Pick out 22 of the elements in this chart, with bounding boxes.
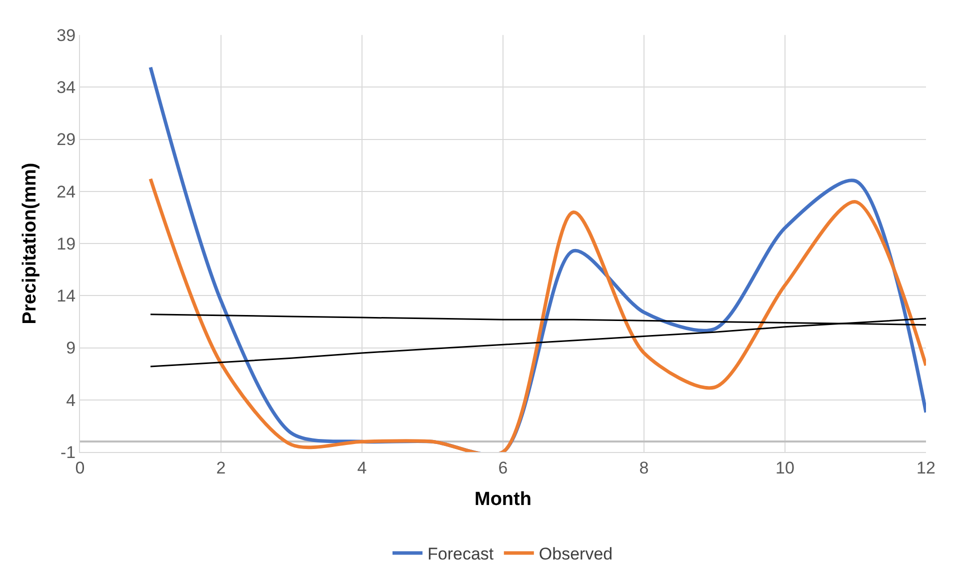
y-tick-label: 39 bbox=[56, 26, 76, 45]
x-tick-label: 10 bbox=[776, 458, 794, 478]
x-tick-label: 12 bbox=[916, 458, 936, 478]
y-tick-label: 34 bbox=[56, 78, 76, 98]
y-tick-label: 14 bbox=[56, 286, 76, 306]
y-tick-label: 4 bbox=[66, 390, 76, 410]
x-tick-label: 4 bbox=[357, 458, 367, 478]
x-tick-label: 6 bbox=[498, 458, 508, 478]
x-tick-label: 8 bbox=[639, 458, 649, 478]
x-tick-label: 2 bbox=[216, 458, 226, 478]
x-axis-title: Month bbox=[474, 489, 532, 510]
y-tick-label: 19 bbox=[56, 234, 76, 254]
y-tick-label: 24 bbox=[56, 182, 76, 202]
line-series bbox=[150, 318, 926, 368]
y-tick-label: -1 bbox=[60, 442, 76, 462]
y-tick-label: 29 bbox=[56, 130, 76, 150]
y-tick-label: 9 bbox=[66, 338, 76, 358]
y-axis-title: Precipitation(mm) bbox=[20, 162, 41, 324]
line-series bbox=[148, 177, 926, 452]
x-tick-label: 0 bbox=[75, 458, 85, 478]
legend-label: Observed bbox=[538, 544, 613, 564]
legend-label: Forecast bbox=[428, 544, 494, 564]
